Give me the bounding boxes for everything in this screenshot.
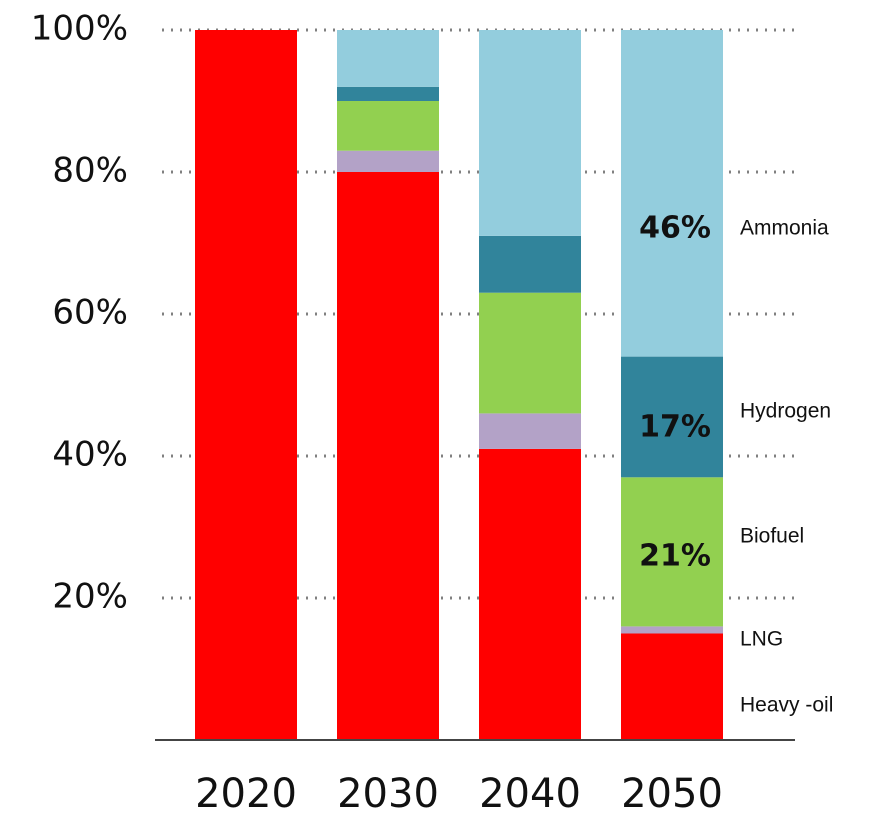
bar-segment bbox=[621, 356, 723, 478]
legend-label: Heavy -oil bbox=[740, 694, 833, 717]
x-tick-label: 2050 bbox=[621, 771, 723, 814]
legend-label: Biofuel bbox=[740, 525, 804, 548]
bar-segment bbox=[479, 235, 581, 293]
y-tick-label: 40% bbox=[52, 435, 128, 475]
bar-segment bbox=[479, 292, 581, 414]
bar-segment bbox=[337, 150, 439, 172]
x-tick-label: 2040 bbox=[479, 771, 581, 814]
bar-segment bbox=[621, 477, 723, 627]
bar-segment bbox=[337, 86, 439, 101]
y-tick-label: 80% bbox=[52, 151, 128, 191]
bar-segment bbox=[337, 30, 439, 87]
bar-segment bbox=[479, 448, 581, 740]
bar-segment bbox=[621, 30, 723, 357]
bar-segment bbox=[621, 626, 723, 634]
bar-segment bbox=[195, 30, 297, 740]
x-tick-label: 2020 bbox=[195, 771, 297, 814]
y-tick-label: 20% bbox=[52, 577, 128, 617]
legend-label: Hydrogen bbox=[740, 400, 831, 423]
x-tick-label: 2030 bbox=[337, 771, 439, 814]
bar-segment bbox=[621, 633, 723, 740]
y-tick-label: 60% bbox=[52, 293, 128, 333]
bar-segment bbox=[479, 413, 581, 449]
bar-segment bbox=[337, 101, 439, 151]
y-tick-label: 100% bbox=[31, 9, 128, 49]
value-label: 17% bbox=[639, 410, 711, 445]
bar-segment bbox=[337, 172, 439, 740]
legend-label: LNG bbox=[740, 628, 783, 651]
legend-label: Ammonia bbox=[740, 217, 829, 240]
bar-segment bbox=[479, 30, 581, 236]
value-label: 46% bbox=[639, 211, 711, 246]
value-label: 21% bbox=[639, 539, 711, 574]
